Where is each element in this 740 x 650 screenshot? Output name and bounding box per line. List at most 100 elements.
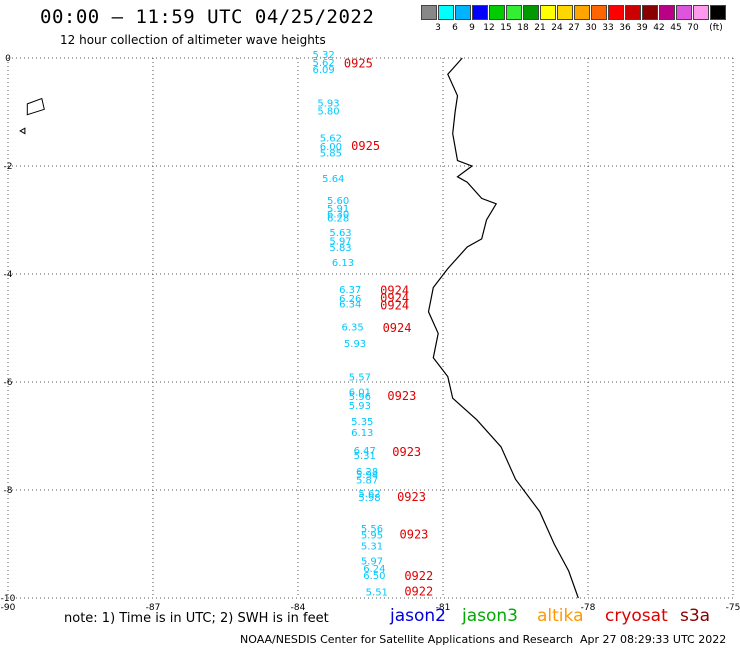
legend-label: 18 — [517, 23, 529, 33]
legend-label: 9 — [469, 23, 475, 33]
x-tick-label: -90 — [1, 603, 16, 613]
legend-swatch — [557, 5, 573, 20]
legend-label: 24 — [551, 23, 563, 33]
wave-height-value: 6.35 — [342, 323, 364, 334]
map-subtitle: 12 hour collection of altimeter wave hei… — [60, 33, 326, 47]
legend-swatch — [659, 5, 675, 20]
wave-height-value: 5.85 — [320, 148, 342, 159]
wave-height-value: 6.09 — [313, 65, 335, 76]
wave-height-value: 5.31 — [354, 451, 376, 462]
legend-swatch — [625, 5, 641, 20]
y-tick-label: -8 — [4, 486, 13, 496]
wave-height-value: 6.24 — [363, 564, 385, 575]
legend-label: 30 — [585, 23, 597, 33]
pass-time-label: 0923 — [392, 445, 421, 459]
y-tick-label: -6 — [4, 378, 13, 388]
wave-height-value: 5.87 — [356, 476, 378, 487]
legend-swatch — [472, 5, 488, 20]
wave-height-value: 6.30 — [327, 209, 349, 220]
legend-label: 6 — [452, 23, 458, 33]
wave-height-value: 5.96 — [349, 392, 371, 403]
legend-swatch — [540, 5, 556, 20]
pass-time-label: 0923 — [397, 490, 426, 504]
pass-time-label: 0924 — [380, 284, 409, 298]
wave-height-value: 5.91 — [327, 204, 349, 215]
pass-time-label: 0923 — [400, 528, 429, 542]
coastline — [427, 57, 579, 599]
legend-swatch — [523, 5, 539, 20]
pass-time-label: 0922 — [404, 569, 433, 583]
legend-swatch — [693, 5, 709, 20]
y-tick-label: -2 — [4, 162, 13, 172]
legend-label: 39 — [636, 23, 648, 33]
legend-swatch — [676, 5, 692, 20]
wave-height-value: 5.32 — [313, 50, 335, 61]
legend-swatch — [455, 5, 471, 20]
legend-label: 33 — [602, 23, 614, 33]
wave-height-value: 6.13 — [351, 428, 373, 439]
pass-time-label: 0924 — [383, 321, 412, 335]
legend-swatch — [608, 5, 624, 20]
legend-unit: (ft) — [709, 23, 723, 33]
pass-time-label: 0925 — [344, 57, 373, 71]
legend-swatch — [506, 5, 522, 20]
legend-label: 27 — [568, 23, 580, 33]
satellite-name: s3a — [680, 606, 711, 626]
legend-label: 42 — [653, 23, 665, 33]
wave-height-value: 6.37 — [339, 285, 361, 296]
legend-label: 36 — [619, 23, 631, 33]
wave-height-value: 5.62 — [313, 58, 335, 69]
x-tick-label: -75 — [726, 603, 740, 613]
map-title: 00:00 – 11:59 UTC 04/25/2022 — [40, 6, 375, 28]
wave-height-value: 6.28 — [327, 214, 349, 225]
wave-height-value: 6.50 — [363, 571, 385, 582]
credit-text: NOAA/NESDIS Center for Satellite Applica… — [240, 633, 574, 646]
pass-time-label: 0924 — [380, 291, 409, 305]
wave-height-value: 5.95 — [361, 531, 383, 542]
island — [26, 97, 45, 116]
legend-label: 70 — [687, 23, 699, 33]
legend-swatch — [489, 5, 505, 20]
legend-swatch — [438, 5, 454, 20]
y-tick-label: -10 — [1, 594, 16, 604]
wave-height-value: 6.01 — [349, 388, 371, 399]
legend-swatch — [710, 5, 726, 20]
wave-height-value: 5.57 — [349, 372, 371, 383]
legend-swatch — [421, 5, 437, 20]
legend-label: 3 — [435, 23, 441, 33]
y-tick-label: 0 — [5, 54, 11, 64]
wave-height-value: 5.60 — [327, 196, 349, 207]
wave-height-value: 5.64 — [322, 174, 344, 185]
x-tick-label: -78 — [581, 603, 596, 613]
wave-height-value: 5.98 — [358, 493, 380, 504]
wave-height-value: 5.93 — [344, 339, 366, 350]
wave-height-value: 6.13 — [332, 258, 354, 269]
wave-height-value: 6.26 — [339, 294, 361, 305]
legend-label: 12 — [483, 23, 495, 33]
wave-height-value: 5.97 — [329, 236, 351, 247]
x-tick-label: -81 — [436, 603, 451, 613]
wave-height-value: 5.97 — [361, 557, 383, 568]
wave-height-value: 6.34 — [339, 299, 361, 310]
island — [19, 127, 26, 135]
legend-swatch — [574, 5, 590, 20]
wave-height-value: 5.93 — [317, 99, 339, 110]
wave-height-value: 5.62 — [320, 134, 342, 145]
wave-height-value: 5.31 — [361, 541, 383, 552]
legend-label: 45 — [670, 23, 682, 33]
x-tick-label: -84 — [291, 603, 306, 613]
pass-time-label: 0925 — [351, 139, 380, 153]
wave-height-value: 5.56 — [361, 524, 383, 535]
pass-time-label: 0924 — [380, 299, 409, 313]
pass-time-label: 0923 — [387, 389, 416, 403]
wave-height-value: 5.94 — [356, 470, 378, 481]
legend-swatch — [591, 5, 607, 20]
wave-height-value: 6.47 — [354, 446, 376, 457]
x-tick-label: -87 — [146, 603, 161, 613]
legend-label: 21 — [534, 23, 546, 33]
y-tick-label: -4 — [4, 270, 13, 280]
wave-height-value: 5.83 — [329, 243, 351, 254]
wave-height-value: 5.93 — [349, 401, 371, 412]
wave-height-value: 5.80 — [317, 107, 339, 118]
